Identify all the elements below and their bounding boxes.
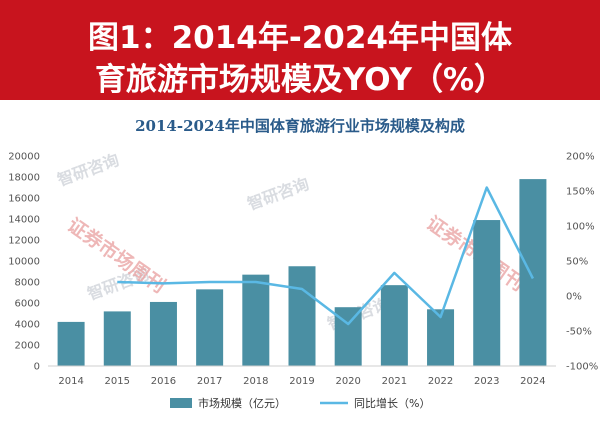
- growth-line: [117, 186, 535, 326]
- x-tick-label: 2021: [382, 376, 407, 387]
- right-tick-label: -100%: [566, 362, 598, 373]
- line-series: [117, 186, 535, 326]
- legend: 市场规模（亿元） 同比增长（%）: [170, 396, 430, 410]
- x-tick-label: 2014: [58, 376, 83, 387]
- right-tick-label: 0%: [566, 292, 582, 303]
- right-tick-label: 200%: [566, 152, 595, 163]
- bar: [519, 179, 547, 366]
- banner-title-line1: 图1：2014年-2024年中国体: [88, 20, 512, 56]
- x-axis: 2014 2015 2016 2017 2018 2019 2020 2021 2022 2023…: [58, 376, 545, 387]
- legend-line-label: 同比增长（%）: [354, 396, 430, 410]
- chart-title: 2014-2024年中国体育旅游行业市场规模及构成: [135, 117, 465, 135]
- bar: [149, 301, 177, 366]
- bar: [380, 285, 408, 366]
- left-tick-label: 14000: [8, 215, 40, 226]
- left-tick-label: 2000: [15, 341, 40, 352]
- bar: [473, 220, 501, 366]
- left-tick-label: 16000: [8, 194, 40, 205]
- x-tick-label: 2018: [243, 376, 268, 387]
- bar: [427, 309, 455, 366]
- left-tick-label: 4000: [15, 320, 40, 331]
- bar: [103, 311, 131, 366]
- x-tick-label: 2019: [289, 376, 314, 387]
- source-note: 来源：智研咨询 国泰海通: [453, 420, 590, 434]
- left-axis: 0 2000 4000 6000 8000 10000 12000 14000 16000 180…: [8, 152, 40, 373]
- x-tick-label: 2017: [197, 376, 222, 387]
- x-tick-label: 2016: [151, 376, 176, 387]
- watermark-brand: 智研咨询: [245, 174, 312, 214]
- bar: [288, 266, 316, 366]
- title-banner: 图1：2014年-2024年中国体 育旅游市场规模及YOY（%）: [0, 0, 600, 100]
- bar: [57, 321, 85, 366]
- left-tick-label: 12000: [8, 236, 40, 247]
- right-tick-label: -50%: [566, 327, 592, 338]
- left-tick-label: 6000: [15, 299, 40, 310]
- left-tick-label: 20000: [8, 152, 40, 163]
- bar: [242, 274, 270, 366]
- legend-bar-swatch: [170, 398, 192, 408]
- right-axis: -100% -50% 0% 50% 100% 150% 200%: [566, 152, 598, 373]
- right-tick-label: 100%: [566, 222, 595, 233]
- x-tick-label: 2020: [335, 376, 360, 387]
- right-tick-label: 150%: [566, 187, 595, 198]
- x-tick-label: 2015: [105, 376, 130, 387]
- left-tick-label: 8000: [15, 278, 40, 289]
- left-tick-label: 0: [34, 362, 40, 373]
- bar: [196, 289, 224, 366]
- bar-series: [48, 179, 556, 367]
- x-tick-label: 2022: [428, 376, 453, 387]
- x-tick-label: 2023: [474, 376, 499, 387]
- left-tick-label: 10000: [8, 257, 40, 268]
- banner-title-line2: 育旅游市场规模及YOY（%）: [94, 62, 506, 98]
- left-tick-label: 18000: [8, 173, 40, 184]
- watermark-brand: 智研咨询: [55, 150, 122, 190]
- x-tick-label: 2024: [520, 376, 545, 387]
- legend-bar-label: 市场规模（亿元）: [198, 396, 286, 410]
- right-tick-label: 50%: [566, 257, 588, 268]
